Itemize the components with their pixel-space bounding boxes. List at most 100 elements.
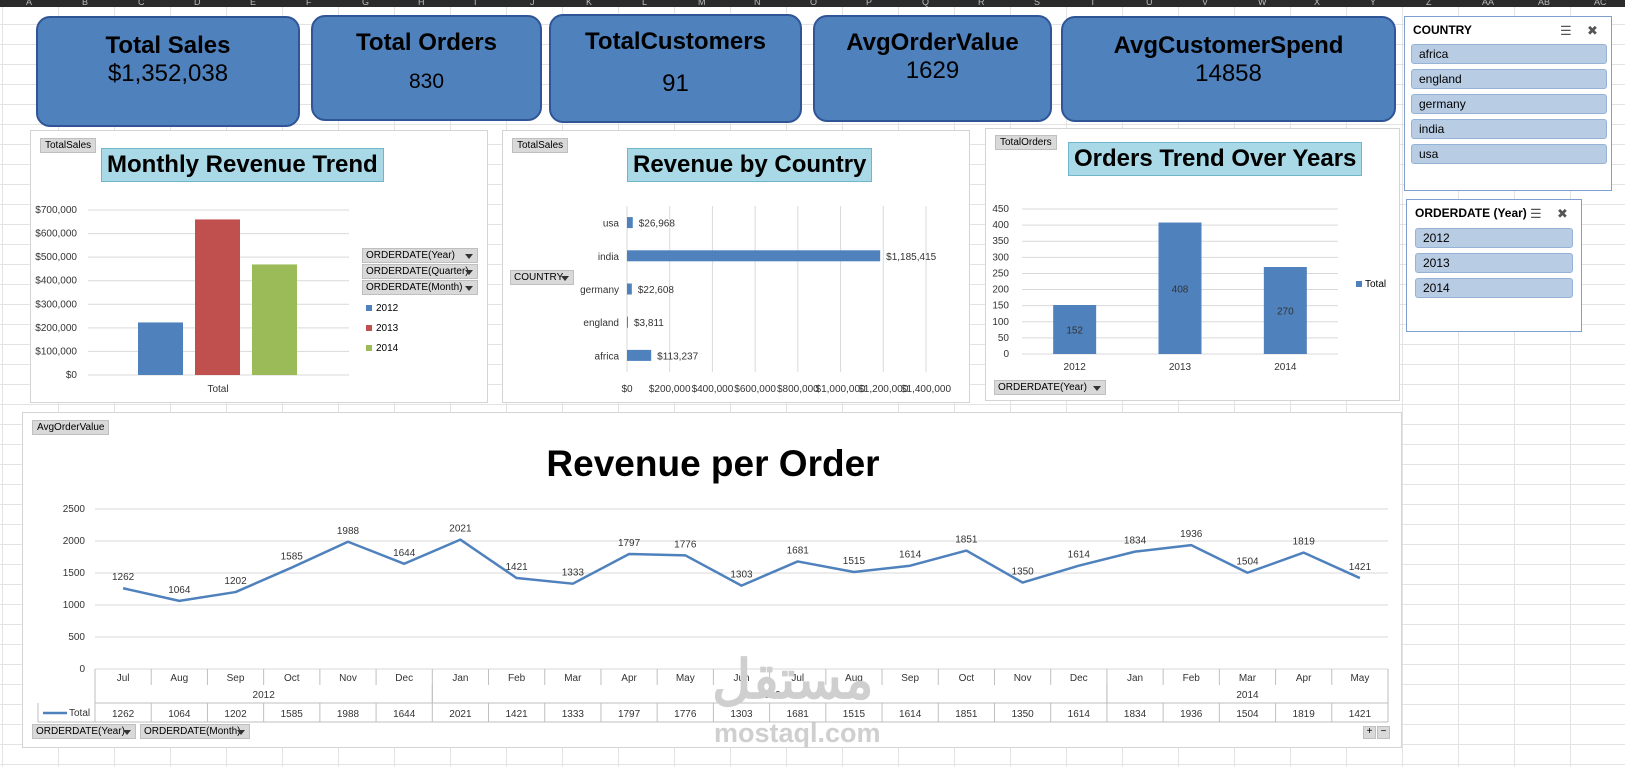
field-button-totalsales[interactable]: TotalSales (512, 138, 569, 153)
multi-select-icon[interactable]: ☰ (1560, 23, 1572, 38)
slicer-item-india[interactable]: india (1411, 119, 1607, 139)
filter-orderdate-month[interactable]: ORDERDATE(Month) (140, 724, 250, 739)
month-label: Nov (339, 673, 357, 684)
kpi-value: 91 (662, 70, 689, 97)
bar-germany[interactable] (627, 283, 632, 295)
kpi-total-orders: Total Orders 830 (311, 15, 542, 121)
orders-trend-chart[interactable]: TotalOrders Orders Trend Over Years 0 50 1… (985, 128, 1400, 401)
data-label: 1421 (506, 562, 529, 573)
filter-country[interactable]: COUNTRY (510, 270, 574, 285)
data-label: 1504 (1236, 557, 1259, 568)
month-label: Sep (901, 673, 919, 684)
column-letter: Z (1426, 0, 1432, 7)
x-tick-label: $200,000 (649, 384, 691, 395)
table-value: 1797 (618, 709, 641, 720)
column-letter: Y (1370, 0, 1377, 7)
data-label: 1936 (1180, 529, 1203, 540)
slicer-item-2014[interactable]: 2014 (1415, 278, 1573, 298)
bar-england[interactable] (627, 316, 628, 328)
x-tick-label: 2013 (1169, 362, 1192, 373)
orders-chart-svg: 0 50 100 150 200 250 300 350 400 450 152 2012 408 201… (992, 204, 1338, 373)
data-label: $3,811 (634, 318, 664, 329)
bar-india[interactable] (627, 250, 881, 262)
filter-orderdate-year[interactable]: ORDERDATE(Year) (362, 248, 478, 263)
month-label: Oct (959, 673, 975, 684)
bar-2012[interactable] (138, 322, 183, 375)
data-label: 1262 (112, 572, 135, 583)
month-label: Apr (1296, 673, 1312, 684)
x-tick-label: $800,000 (777, 384, 819, 395)
year-slicer[interactable]: ORDERDATE (Year) ☰ ✖ 2012 2013 2014 (1406, 199, 1582, 332)
x-tick-label: $0 (621, 384, 633, 395)
column-letter: R (978, 0, 985, 7)
slicer-item-2013[interactable]: 2013 (1415, 253, 1573, 273)
bar-africa[interactable] (627, 349, 652, 361)
data-label: 1776 (674, 539, 697, 550)
country-slicer[interactable]: COUNTRY ☰ ✖ africa england germany india… (1404, 16, 1612, 191)
slicer-item-england[interactable]: england (1411, 69, 1607, 89)
kpi-total-sales: Total Sales $1,352,038 (36, 16, 300, 127)
y-tick-label: $400,000 (35, 276, 77, 287)
column-letter: P (866, 0, 873, 7)
filter-orderdate-year[interactable]: ORDERDATE(Year) (32, 724, 136, 739)
data-label: 1797 (618, 538, 641, 549)
table-value: 1936 (1180, 709, 1203, 720)
column-letter: F (306, 0, 312, 7)
bar-2013[interactable] (1158, 222, 1202, 354)
kpi-total-customers: TotalCustomers 91 (549, 14, 802, 123)
field-button-avgordervalue[interactable]: AvgOrderValue (32, 420, 110, 435)
bar-2014[interactable] (252, 264, 297, 375)
data-label: 408 (1172, 284, 1189, 295)
column-letter: U (1146, 0, 1153, 7)
monthly-revenue-chart[interactable]: TotalSales Monthly Revenue Trend $0 $100,… (30, 130, 488, 403)
filter-orderdate-year[interactable]: ORDERDATE(Year) (994, 380, 1106, 395)
month-label: Mar (564, 673, 582, 684)
field-button-totalorders[interactable]: TotalOrders (995, 135, 1057, 150)
year-label: 2013 (758, 690, 781, 701)
collapse-button[interactable]: − (1377, 726, 1390, 739)
chart-title: Revenue per Order (546, 443, 880, 484)
column-letter: L (642, 0, 648, 7)
kpi-title: Total Orders (356, 29, 497, 56)
slicer-item-africa[interactable]: africa (1411, 44, 1607, 64)
filter-orderdate-month[interactable]: ORDERDATE(Month) (362, 280, 478, 295)
column-letter: G (362, 0, 370, 7)
column-letter: H (418, 0, 425, 7)
y-tick-label: 500 (68, 632, 85, 643)
legend: 2012 2013 2014 (366, 299, 398, 359)
watermark-latin: mostaql.com (714, 718, 881, 748)
y-tick-label: 400 (992, 220, 1009, 231)
field-button-totalsales[interactable]: TotalSales (40, 138, 97, 153)
table-value: 1303 (730, 709, 753, 720)
column-letter: O (810, 0, 818, 7)
slicer-item-germany[interactable]: germany (1411, 94, 1607, 114)
revenue-by-country-chart[interactable]: TotalSales Revenue by Country COUNTRY us… (502, 130, 970, 403)
clear-filter-icon[interactable]: ✖ (1557, 206, 1568, 221)
bar-2012[interactable] (1053, 305, 1097, 354)
filter-orderdate-quarter[interactable]: ORDERDATE(Quarter) (362, 264, 478, 279)
monthly-chart-svg: $0 $100,000 $200,000 $300,000 $400,000 $500,0… (35, 205, 349, 395)
series-line[interactable] (122, 538, 1361, 603)
bar-2013[interactable] (195, 219, 240, 375)
column-header-bar: A B C D E F G H I J K L M N O P Q R S T U V W X Y Z AA AB AC (0, 0, 1625, 7)
table-value: 1262 (112, 709, 135, 720)
expand-button[interactable]: + (1363, 726, 1376, 739)
multi-select-icon[interactable]: ☰ (1530, 206, 1542, 221)
bar-2014[interactable] (1263, 267, 1307, 354)
slicer-item-2012[interactable]: 2012 (1415, 228, 1573, 248)
data-label: 1851 (955, 535, 978, 546)
bar-usa[interactable] (627, 217, 633, 229)
legend-item-2013: 2013 (366, 319, 398, 339)
month-label: Feb (1183, 673, 1201, 684)
revenue-per-order-chart[interactable]: AvgOrderValue Revenue per Order 0 500 1000… (22, 412, 1402, 748)
y-tick-label: $0 (66, 370, 78, 381)
clear-filter-icon[interactable]: ✖ (1587, 23, 1598, 38)
data-label: $1,185,415 (886, 252, 936, 263)
month-label: May (1350, 673, 1369, 684)
y-tick-label: $500,000 (35, 252, 77, 263)
x-tick-label: $1,200,000 (858, 384, 908, 395)
column-letter: N (754, 0, 761, 7)
y-tick-label: 2000 (63, 536, 86, 547)
data-label: 270 (1277, 307, 1294, 318)
slicer-item-usa[interactable]: usa (1411, 144, 1607, 164)
